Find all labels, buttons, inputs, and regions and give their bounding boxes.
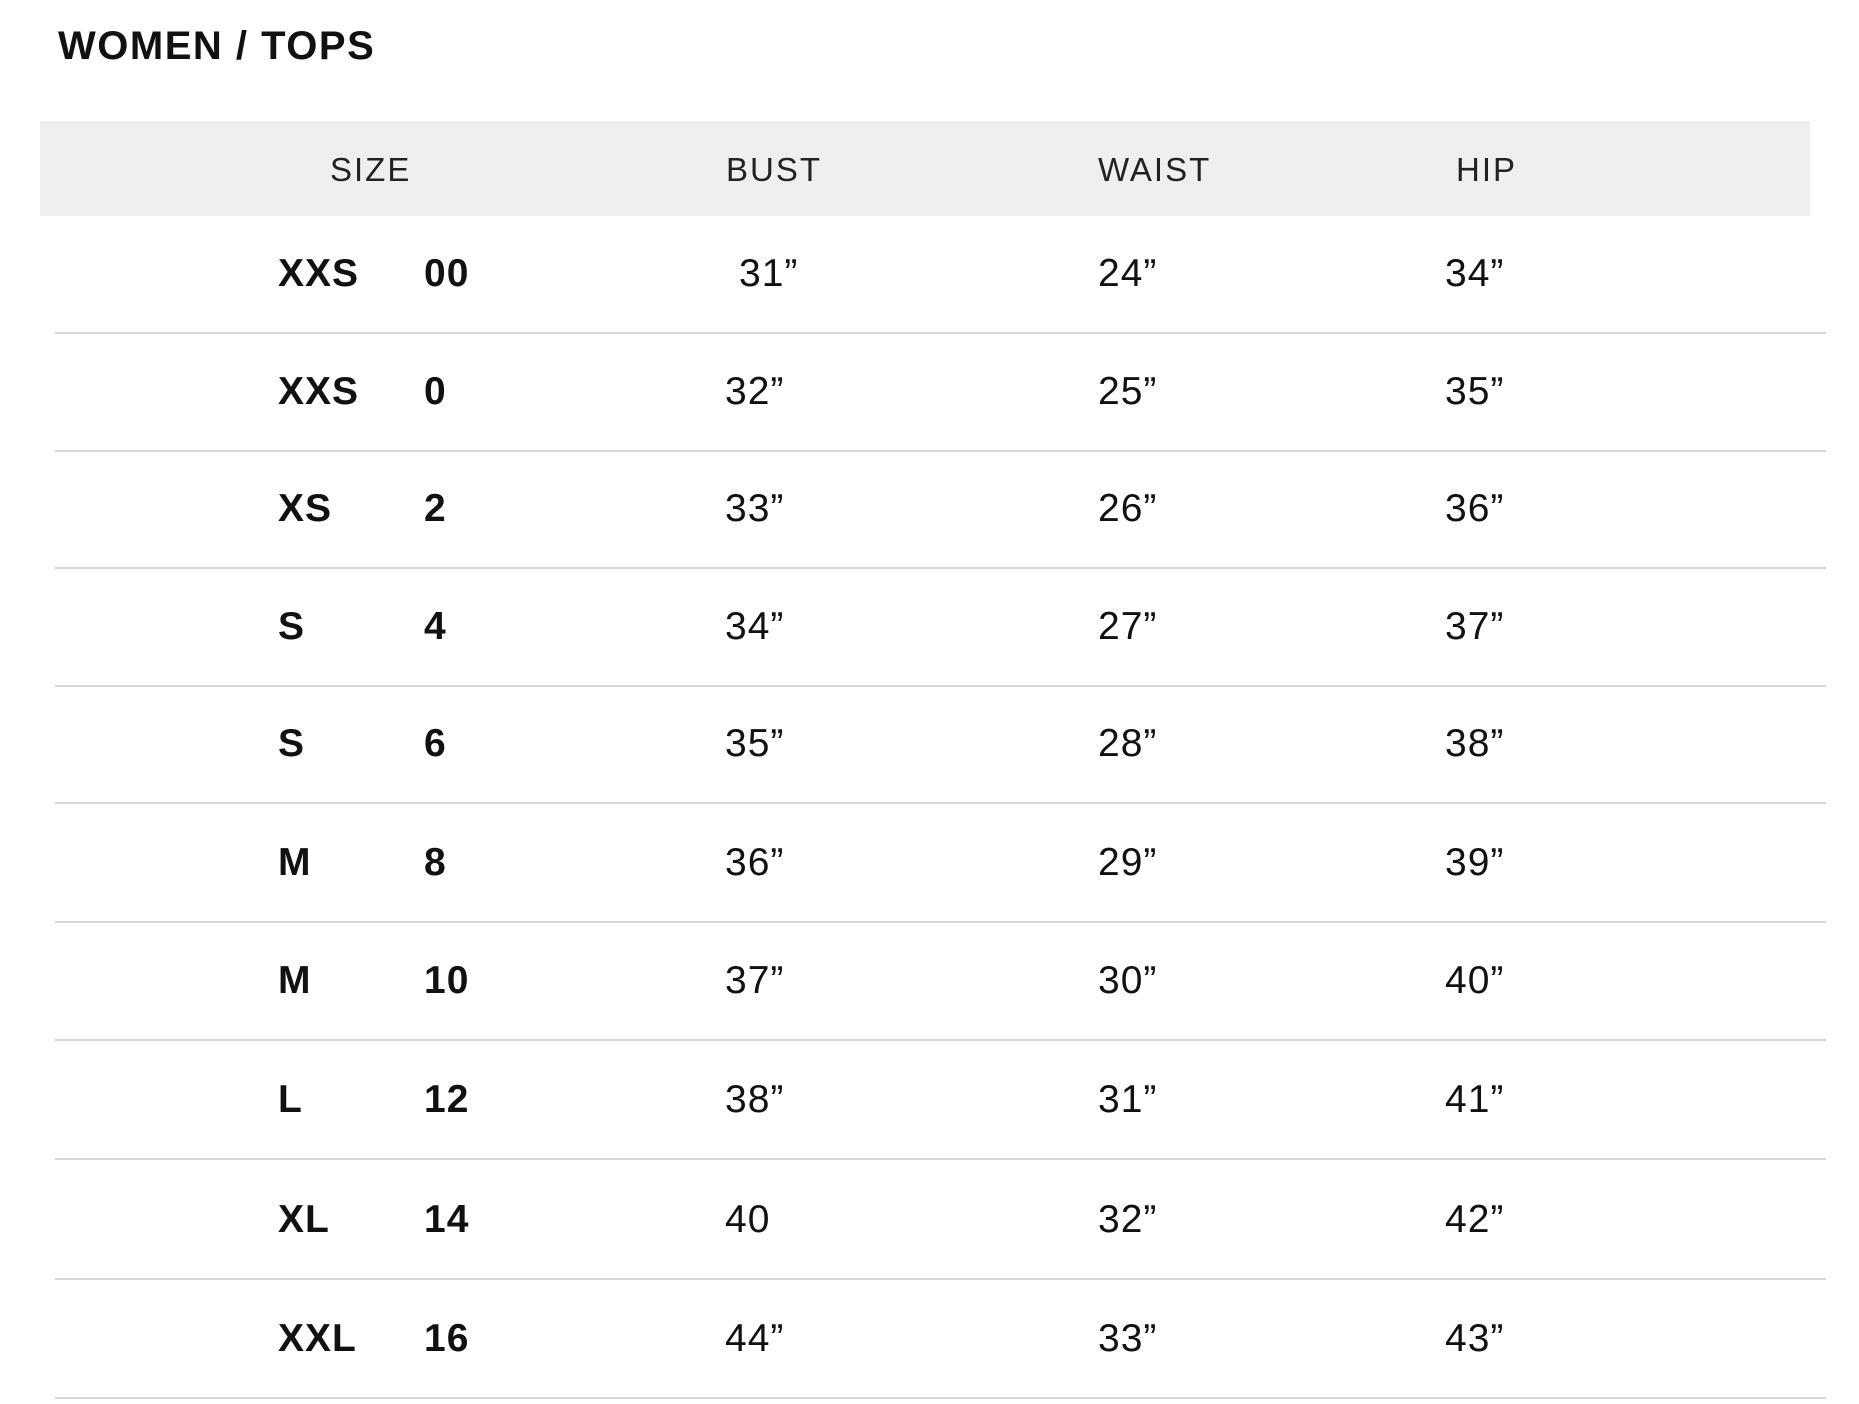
- bust-value: 40: [725, 1198, 771, 1241]
- bust-value: 44”: [725, 1317, 785, 1360]
- table-row: M 8 36” 29” 39”: [55, 805, 1826, 923]
- hip-value: 35”: [1445, 370, 1505, 413]
- waist-value: 24”: [1098, 252, 1158, 295]
- size-letter: XXS: [278, 252, 360, 295]
- waist-value: 25”: [1098, 370, 1158, 413]
- waist-value: 30”: [1098, 959, 1158, 1002]
- waist-value: 33”: [1098, 1317, 1158, 1360]
- hip-value: 39”: [1445, 841, 1505, 884]
- hip-value: 38”: [1445, 722, 1505, 765]
- header-waist: WAIST: [1098, 151, 1212, 188]
- size-letter: XL: [278, 1198, 330, 1241]
- size-number: 0: [424, 370, 447, 413]
- size-number: 00: [424, 252, 470, 295]
- size-number: 4: [424, 605, 447, 648]
- size-letter: L: [278, 1078, 303, 1121]
- table-row: S 6 35” 28” 38”: [55, 686, 1826, 804]
- size-letter: S: [278, 722, 306, 765]
- bust-value: 34”: [725, 605, 785, 648]
- header-hip: HIP: [1456, 151, 1518, 188]
- table-row: XS 2 33” 26” 36”: [55, 451, 1826, 569]
- bust-value: 35”: [725, 722, 785, 765]
- size-letter: S: [278, 605, 306, 648]
- hip-value: 37”: [1445, 605, 1505, 648]
- size-number: 14: [424, 1198, 470, 1241]
- size-letter: XXS: [278, 370, 360, 413]
- size-letter: M: [278, 959, 312, 1002]
- waist-value: 29”: [1098, 841, 1158, 884]
- page-title: WOMEN / TOPS: [58, 24, 376, 68]
- size-number: 10: [424, 959, 470, 1002]
- table-row: S 4 34” 27” 37”: [55, 569, 1826, 687]
- hip-value: 34”: [1445, 252, 1505, 295]
- bust-value: 38”: [725, 1078, 785, 1121]
- bust-value: 31”: [739, 252, 799, 295]
- hip-value: 40”: [1445, 959, 1505, 1002]
- size-number: 8: [424, 841, 447, 884]
- table-row: M 10 37” 30” 40”: [55, 923, 1826, 1041]
- waist-value: 27”: [1098, 605, 1158, 648]
- waist-value: 31”: [1098, 1078, 1158, 1121]
- hip-value: 42”: [1445, 1198, 1505, 1241]
- table-row: XXS 0 32” 25” 35”: [55, 334, 1826, 452]
- table-row: L 12 38” 31” 41”: [55, 1042, 1826, 1160]
- table-row: XXL 16 44” 33” 43”: [55, 1281, 1826, 1399]
- size-letter: XXL: [278, 1317, 357, 1360]
- header-bust: BUST: [726, 151, 823, 188]
- table-row: XL 14 40 32” 42”: [55, 1162, 1826, 1280]
- waist-value: 26”: [1098, 487, 1158, 530]
- waist-value: 28”: [1098, 722, 1158, 765]
- header-size: SIZE: [330, 151, 412, 188]
- size-number: 16: [424, 1317, 470, 1360]
- table-row: XXS 00 31” 24” 34”: [55, 216, 1826, 334]
- hip-value: 36”: [1445, 487, 1505, 530]
- hip-value: 43”: [1445, 1317, 1505, 1360]
- size-letter: M: [278, 841, 312, 884]
- bust-value: 32”: [725, 370, 785, 413]
- bust-value: 37”: [725, 959, 785, 1002]
- bust-value: 36”: [725, 841, 785, 884]
- hip-value: 41”: [1445, 1078, 1505, 1121]
- size-number: 12: [424, 1078, 470, 1121]
- size-number: 2: [424, 487, 447, 530]
- size-letter: XS: [278, 487, 333, 530]
- table-header: SIZE BUST WAIST HIP: [40, 121, 1810, 216]
- size-number: 6: [424, 722, 447, 765]
- bust-value: 33”: [725, 487, 785, 530]
- waist-value: 32”: [1098, 1198, 1158, 1241]
